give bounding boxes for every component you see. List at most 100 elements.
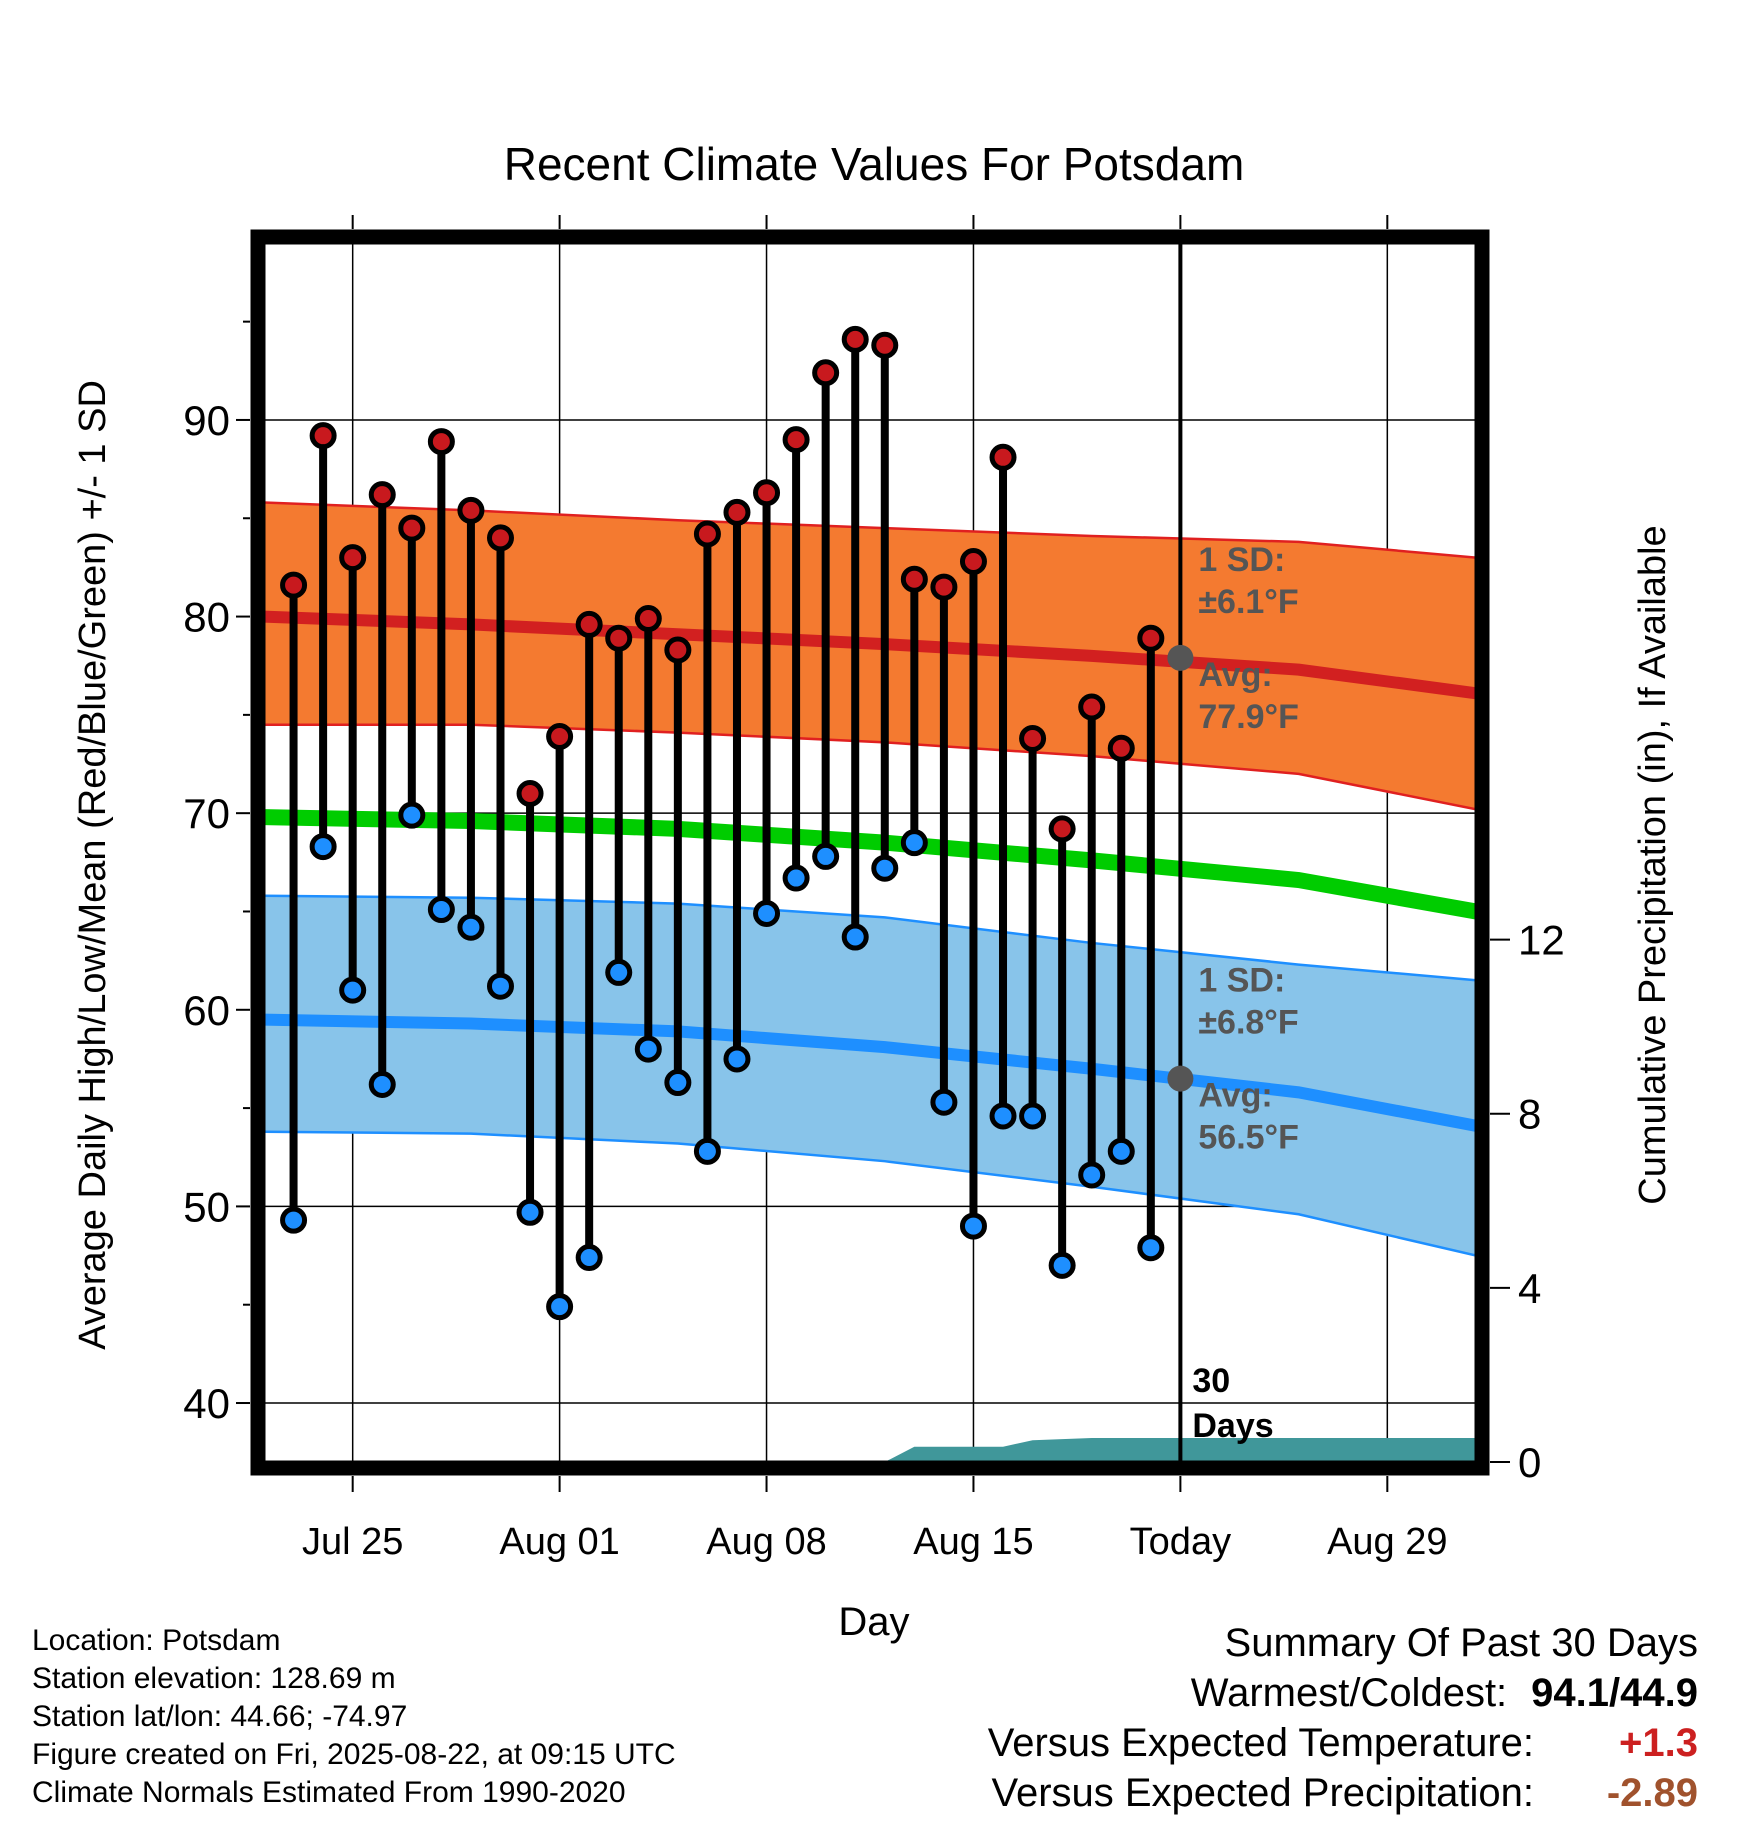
high-point [546,722,574,750]
low-point [1107,1137,1135,1165]
y-tick-label: 40 [183,1380,230,1427]
high-point [605,624,633,652]
low-point [1048,1251,1076,1279]
low-avg-line [264,1013,1476,1132]
high-point [723,498,751,526]
created-text: Figure created on Fri, 2025-08-22, at 09… [32,1738,676,1771]
high-point [280,571,308,599]
plot-area: 1 SD: ±6.1°F Avg: 77.9°F 1 SD: ±6.8°F Avg: 56.5… [183,215,1565,1563]
y-tick-label: 50 [183,1183,230,1230]
low-point [309,833,337,861]
summary-panel: Summary Of Past 30 Days Warmest/Coldest:… [988,1618,1698,1818]
x-axis-label: Day [838,1600,909,1644]
high-avg-label: Avg: [1198,656,1272,694]
high-point [664,636,692,664]
plot-frame [250,229,1490,1476]
high-point [782,426,810,454]
summary-warm-cold: Warmest/Coldest: 94.1/44.9 [988,1668,1698,1718]
high-point [457,496,485,524]
low-point [1137,1234,1165,1262]
high-point [1137,624,1165,652]
low-sd-lower-edge [264,1130,1476,1257]
low-point [1078,1161,1106,1189]
elevation-text: Station elevation: 128.69 m [32,1662,396,1695]
low-point [900,829,928,857]
high-point [871,331,899,359]
low-sd-label: 1 SD: [1198,962,1285,1000]
low-point [280,1206,308,1234]
warm-cold-value: 94.1/44.9 [1531,1671,1698,1715]
window-label-unit: Days [1192,1407,1273,1445]
high-point [339,544,367,572]
low-point [605,958,633,986]
high-point [989,443,1017,471]
low-point [398,801,426,829]
y-tick-label: 90 [183,397,230,444]
low-avg-label: Avg: [1198,1077,1272,1115]
summary-heading: Summary Of Past 30 Days [1224,1621,1698,1665]
x-tick-label: Aug 08 [706,1521,826,1563]
x-tick-label: Today [1130,1521,1231,1563]
low-point [486,972,514,1000]
summary-temp: Versus Expected Temperature: +1.3 [988,1718,1698,1768]
x-tick-label: Aug 29 [1327,1521,1447,1563]
high-point [900,565,928,593]
latlon-text: Station lat/lon: 44.66; -74.97 [32,1700,408,1733]
high-point [1048,815,1076,843]
precip-anomaly-label: Versus Expected Precipitation: [991,1771,1534,1815]
low-point [812,842,840,870]
high-point [812,359,840,387]
station-info: Location: Potsdam Station elevation: 128… [32,1622,676,1812]
low-point [753,899,781,927]
high-sd-value: ±6.1°F [1198,583,1298,621]
temp-anomaly-value: +1.3 [1619,1721,1698,1765]
low-point [782,864,810,892]
normals-text: Climate Normals Estimated From 1990-2020 [32,1776,626,1809]
high-point [634,605,662,633]
high-point [1107,734,1135,762]
high-avg-marker [1167,644,1194,671]
low-sd-value: ±6.8°F [1198,1004,1298,1042]
y-axis-label: Average Daily High/Low/Mean (Red/Blue/Gr… [72,380,114,1350]
low-point [575,1244,603,1272]
y2-tick-label: 4 [1518,1265,1541,1312]
low-avg-marker [1167,1065,1194,1092]
y2-tick-label: 8 [1518,1091,1541,1138]
low-point [930,1088,958,1116]
high-point [486,524,514,552]
low-point [1019,1102,1047,1130]
y-tick-label: 80 [183,594,230,641]
chart-title: Recent Climate Values For Potsdam [504,138,1245,190]
high-point [427,428,455,456]
y-tick-label: 70 [183,790,230,837]
precip-area [855,1438,1476,1462]
low-point [368,1071,396,1099]
high-point [1078,693,1106,721]
high-point [368,481,396,509]
low-point [723,1045,751,1073]
y2-tick-label: 0 [1518,1439,1541,1486]
low-point [634,1035,662,1063]
high-point [753,479,781,507]
x-tick-label: Aug 01 [499,1521,619,1563]
summary-precip: Versus Expected Precipitation: -2.89 [988,1768,1698,1818]
high-point [1019,724,1047,752]
low-sd-band [264,895,1476,1256]
low-point [959,1212,987,1240]
high-avg-value: 77.9°F [1198,698,1299,736]
window-label-number: 30 [1192,1362,1230,1400]
y2-tick-label: 12 [1518,917,1565,964]
low-point [546,1293,574,1321]
low-point [457,913,485,941]
x-tick-label: Aug 15 [913,1521,1033,1563]
high-point [930,573,958,601]
high-point [841,325,869,353]
temp-anomaly-label: Versus Expected Temperature: [987,1721,1534,1765]
high-point [516,780,544,808]
low-avg-value: 56.5°F [1198,1119,1299,1157]
high-point [575,610,603,638]
location-text: Location: Potsdam [32,1624,281,1657]
y2-axis-label: Cumulative Precipitation (in), If Availa… [1632,525,1674,1204]
low-point [427,896,455,924]
